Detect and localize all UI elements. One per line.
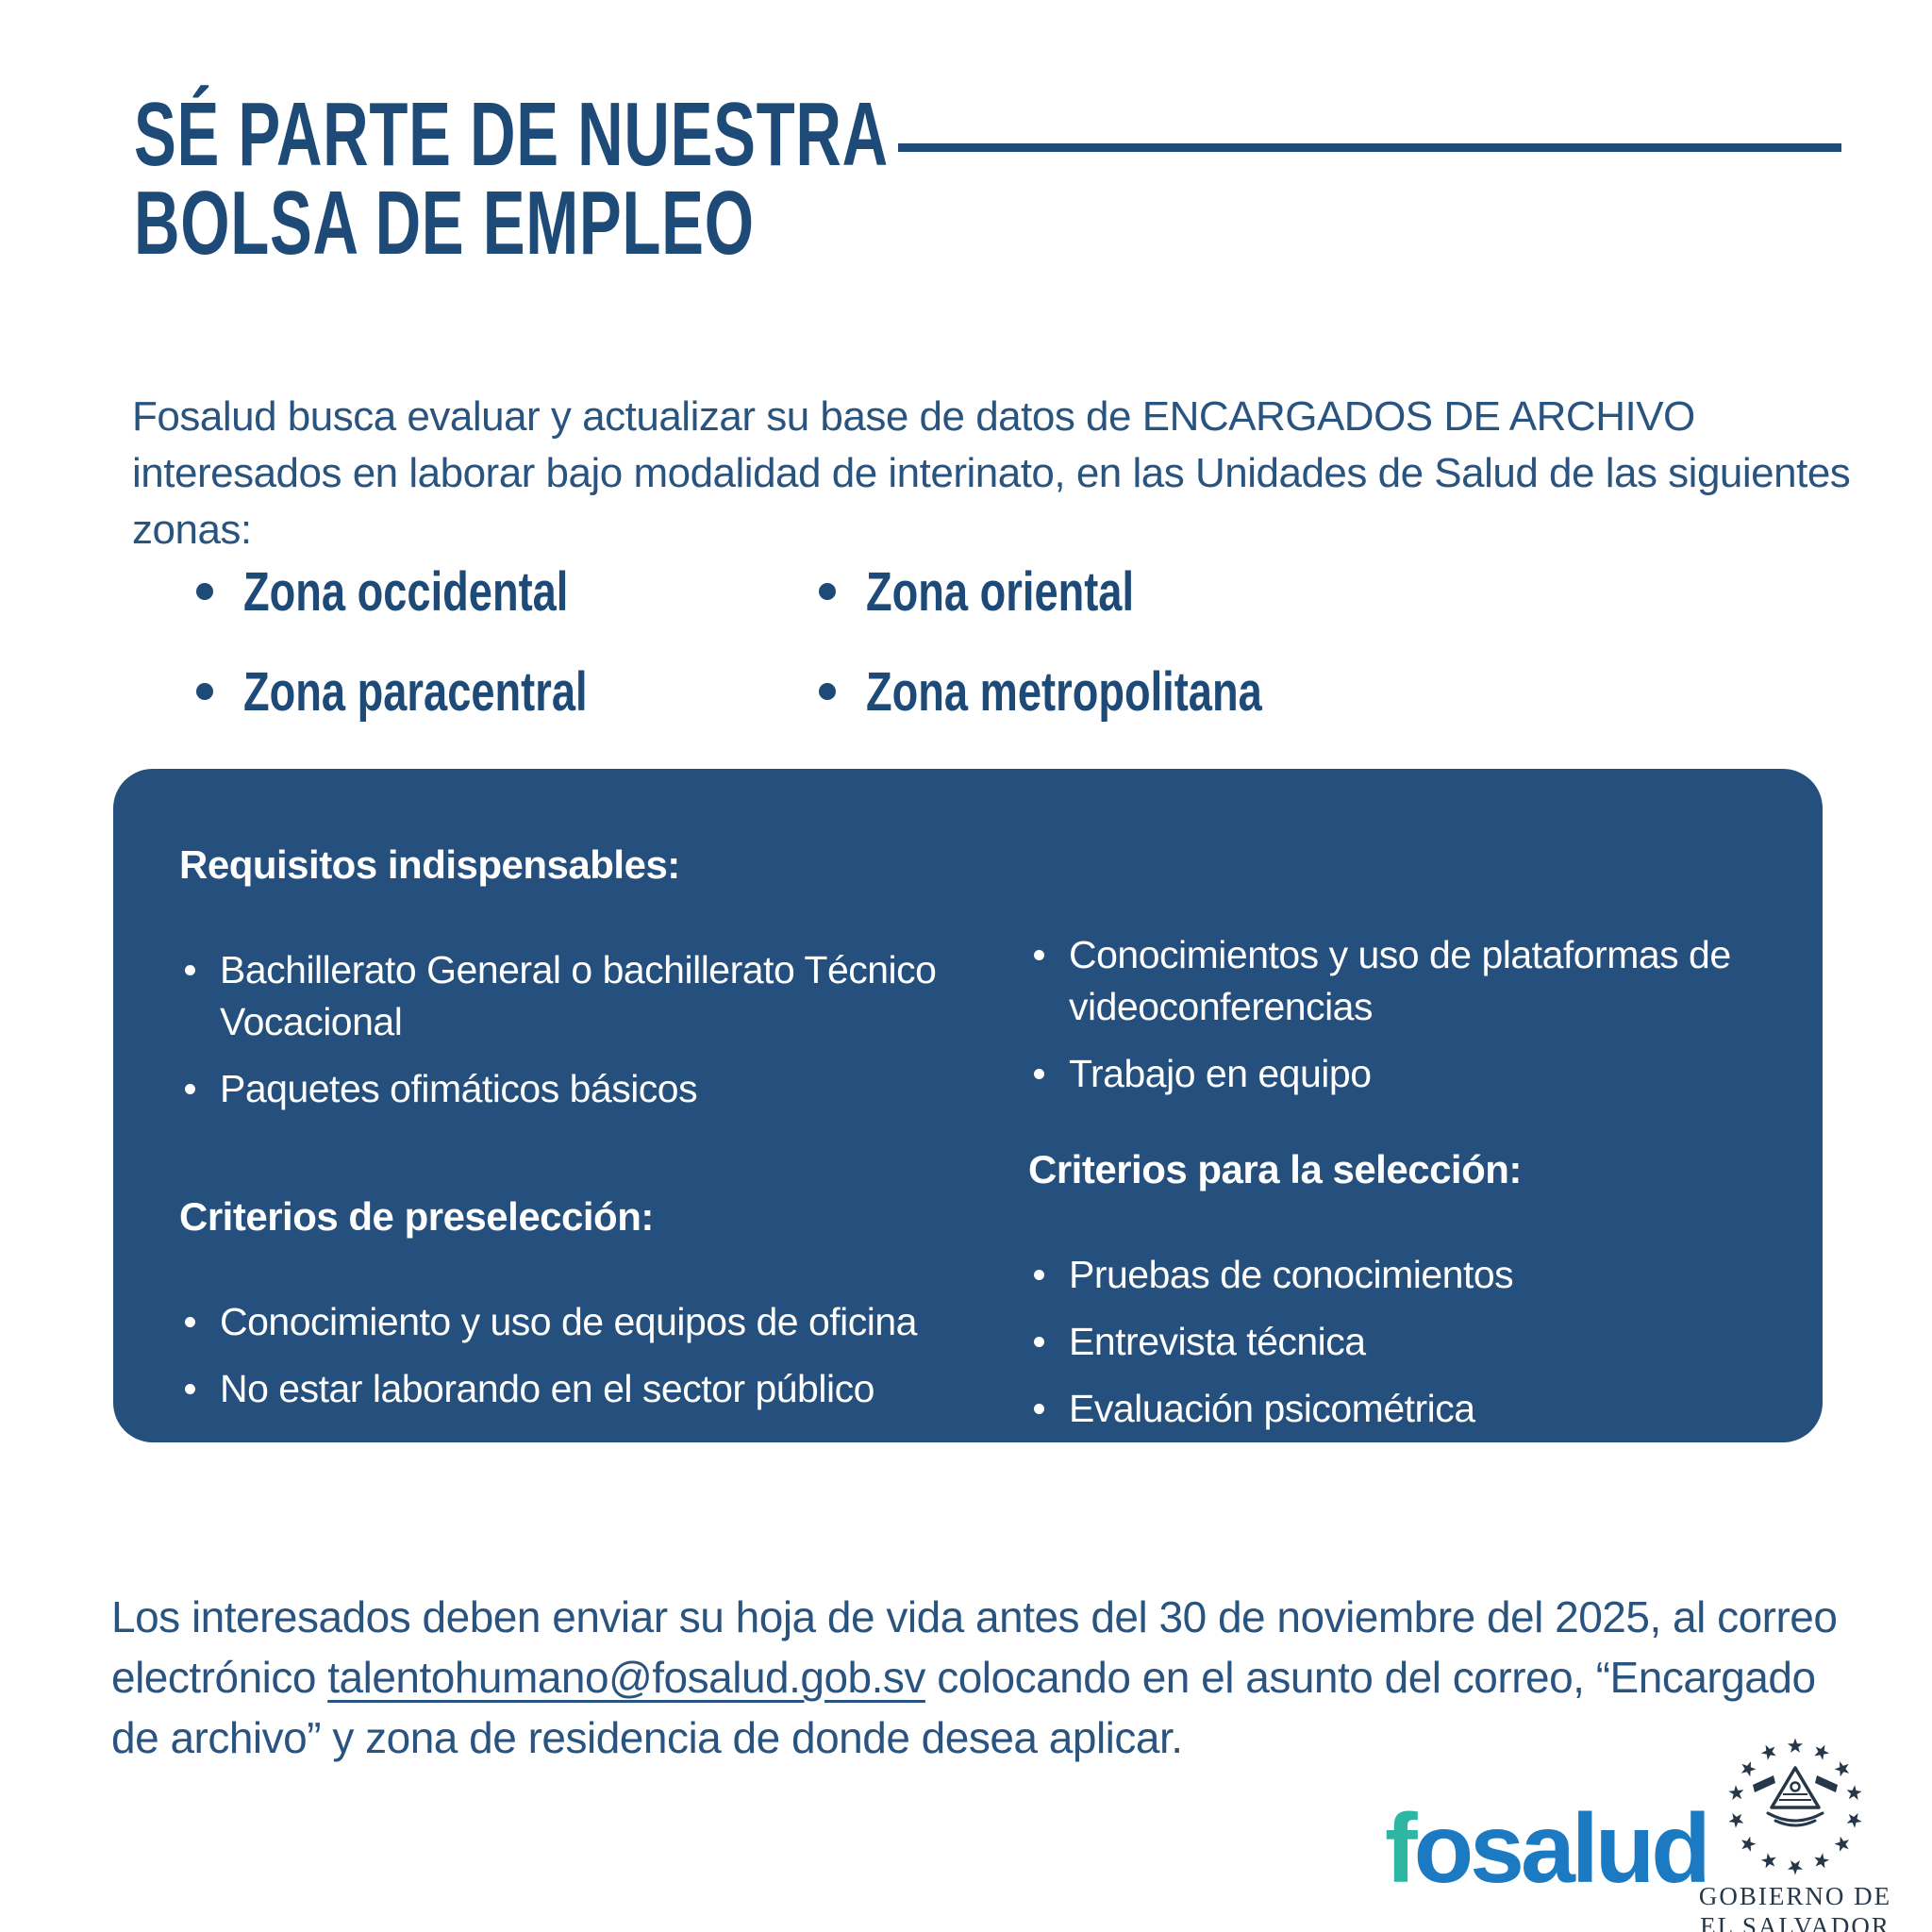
el-salvador-seal-icon <box>1726 1738 1864 1875</box>
zone-item: Zona occidental <box>196 558 819 625</box>
bullet-dot-icon <box>185 1084 195 1094</box>
list-item: Paquetes ofimáticos básicos <box>179 1063 972 1115</box>
government-seal: GOBIERNO DE EL SALVADOR <box>1668 1736 1923 1932</box>
requisitos-list: Bachillerato General o bachillerato Técn… <box>179 944 972 1115</box>
list-item-text: Conocimiento y uso de equipos de oficina <box>220 1300 917 1343</box>
preseleccion-list: Conocimiento y uso de equipos de oficina… <box>179 1296 972 1415</box>
preseleccion-heading: Criterios de preselección: <box>179 1194 654 1239</box>
list-item-text: Conocimientos y uso de plataformas de vi… <box>1069 933 1731 1028</box>
bullet-dot-icon <box>819 583 836 600</box>
page-title-line2: BOLSA DE EMPLEO <box>134 173 755 274</box>
zone-item: Zona metropolitana <box>819 658 1374 724</box>
list-item: Entrevista técnica <box>1028 1316 1766 1368</box>
zone-label: Zona oriental <box>866 560 1135 623</box>
bullet-dot-icon <box>1034 1337 1044 1347</box>
zones-right-column: Zona oriental Zona metropolitana <box>819 558 1374 758</box>
list-item-text: No estar laborando en el sector público <box>220 1367 874 1410</box>
government-seal-text: GOBIERNO DE EL SALVADOR <box>1699 1881 1891 1932</box>
fosalud-logo-text: osalud <box>1413 1794 1711 1904</box>
panel-left-column: Requisitos indispensables: Bachillerato … <box>179 842 972 1410</box>
zones-left-column: Zona occidental Zona paracentral <box>196 558 819 758</box>
bullet-dot-icon <box>185 1317 195 1327</box>
list-item: Pruebas de conocimientos <box>1028 1249 1766 1301</box>
zone-item: Zona paracentral <box>196 658 819 724</box>
zone-label: Zona paracentral <box>243 660 588 723</box>
requirements-panel: Requisitos indispensables: Bachillerato … <box>113 769 1823 1442</box>
list-item: Evaluación psicométrica <box>1028 1383 1766 1435</box>
fosalud-logo: fosalud <box>1385 1800 1711 1898</box>
list-item-text: Pruebas de conocimientos <box>1069 1253 1514 1296</box>
list-item: No estar laborando en el sector público <box>179 1363 972 1415</box>
government-text-line1: GOBIERNO DE <box>1698 1882 1892 1910</box>
list-item-text: Evaluación psicométrica <box>1069 1387 1475 1430</box>
note-text-after: colocando en el asunto del correo, “Enca… <box>111 1653 1816 1762</box>
bullet-dot-icon <box>185 965 195 975</box>
seleccion-list: Pruebas de conocimientos Entrevista técn… <box>1028 1249 1766 1435</box>
bullet-dot-icon <box>1034 1270 1044 1280</box>
requisitos-heading: Requisitos indispensables: <box>179 842 680 887</box>
zone-item: Zona oriental <box>819 558 1374 625</box>
zones-section: Zona occidental Zona paracentral Zona or… <box>0 558 1932 758</box>
government-text-line2: EL SALVADOR <box>1700 1912 1890 1932</box>
bullet-dot-icon <box>185 1384 195 1394</box>
competencias-list: Conocimientos y uso de plataformas de vi… <box>1028 929 1766 1100</box>
list-item-text: Entrevista técnica <box>1069 1320 1366 1363</box>
bullet-dot-icon <box>1034 1069 1044 1079</box>
list-item-text: Bachillerato General o bachillerato Técn… <box>220 948 937 1043</box>
email-link[interactable]: talentohumano@fosalud.gob.sv <box>327 1653 925 1702</box>
bullet-dot-icon <box>819 683 836 700</box>
page-title-line1: SÉ PARTE DE NUESTRA <box>134 84 889 185</box>
list-item: Conocimientos y uso de plataformas de vi… <box>1028 929 1766 1033</box>
title-rule-divider <box>898 143 1841 152</box>
seleccion-heading: Criterios para la selección: <box>1028 1147 1522 1191</box>
bullet-dot-icon <box>1034 1404 1044 1414</box>
bullet-dot-icon <box>196 583 213 600</box>
zone-label: Zona metropolitana <box>866 660 1262 723</box>
list-item: Bachillerato General o bachillerato Técn… <box>179 944 972 1048</box>
bullet-dot-icon <box>196 683 213 700</box>
zone-label: Zona occidental <box>243 560 569 623</box>
panel-right-column: Conocimientos y uso de plataformas de vi… <box>972 842 1766 1430</box>
page-title: SÉ PARTE DE NUESTRA BOLSA DE EMPLEO <box>134 84 1212 274</box>
note-text-before: Los interesados deben enviar su hoja de … <box>111 1592 1838 1702</box>
fosalud-logo-f: f <box>1385 1794 1418 1904</box>
list-item: Trabajo en equipo <box>1028 1048 1766 1100</box>
list-item: Conocimiento y uso de equipos de oficina <box>179 1296 972 1348</box>
intro-paragraph: Fosalud busca evaluar y actualizar su ba… <box>132 393 1851 553</box>
bullet-dot-icon <box>1034 950 1044 960</box>
list-item-text: Trabajo en equipo <box>1069 1052 1372 1095</box>
application-instructions: Los interesados deben enviar su hoja de … <box>111 1587 1866 1768</box>
list-item-text: Paquetes ofimáticos básicos <box>220 1067 698 1110</box>
